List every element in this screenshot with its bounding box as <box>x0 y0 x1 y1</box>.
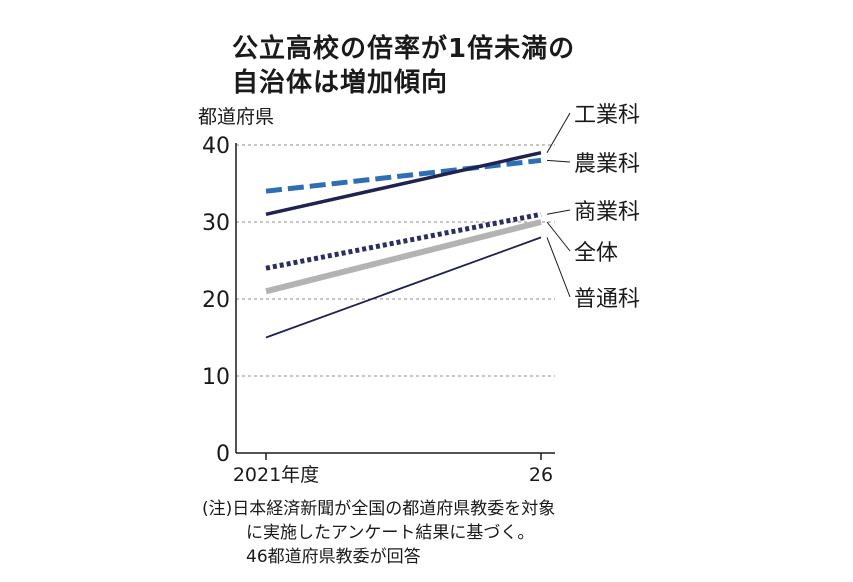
series-label: 農業科 <box>574 152 640 177</box>
y-axis-unit-label: 都道府県 <box>198 106 275 128</box>
series-line-3 <box>265 211 542 271</box>
note-line-3: 46都道府県教委が回答 <box>246 547 421 567</box>
series-leader-line <box>546 237 571 298</box>
y-tick-label: 20 <box>202 288 230 313</box>
series-leader-line <box>546 159 571 163</box>
y-tick-label: 40 <box>202 134 230 159</box>
series-line-1 <box>265 150 542 217</box>
note-line-1: (注)日本経済新聞が全国の都道府県教委を対象 <box>202 499 556 519</box>
y-tick-label: 10 <box>202 365 230 390</box>
series-line-5 <box>265 236 542 339</box>
series-leader-line <box>546 209 571 215</box>
chart-title: 公立高校の倍率が1倍未満の 自治体は増加傾向 <box>232 32 575 100</box>
chart-title-line-2: 自治体は増加傾向 <box>232 68 449 98</box>
series-line-2 <box>265 157 542 194</box>
x-tick-label: 26 <box>529 464 553 486</box>
series-line-4 <box>265 219 542 295</box>
y-tick-label: 0 <box>216 442 230 467</box>
series-label: 全体 <box>574 241 618 266</box>
series-leader-line <box>546 221 571 252</box>
note-line-2: に実施したアンケート結果に基づく。 <box>246 523 535 543</box>
series-label: 商業科 <box>574 200 640 225</box>
chart-title-line-1: 公立高校の倍率が1倍未満の <box>232 34 576 64</box>
x-tick-label: 2021年度 <box>233 464 319 486</box>
series-label: 工業科 <box>574 103 640 128</box>
series-label: 普通科 <box>574 287 640 312</box>
series-leader-line <box>546 112 571 153</box>
y-tick-label: 30 <box>202 211 230 236</box>
chart-note: (注)日本経済新聞が全国の都道府県教委を対象 に実施したアンケート結果に基づく。… <box>202 497 555 569</box>
